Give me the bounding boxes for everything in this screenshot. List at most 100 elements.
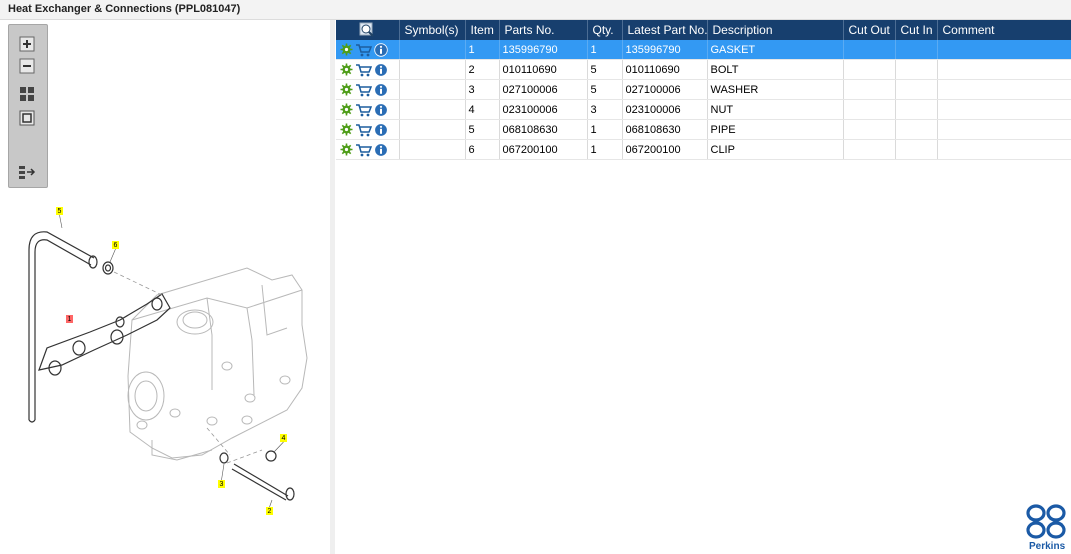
cell-actions: [336, 139, 400, 160]
cell-parts-no: 027100006: [499, 79, 588, 100]
cell-cut-out: [843, 59, 896, 80]
actual-size-button[interactable]: [18, 109, 36, 127]
list-arrow-icon: [19, 166, 36, 179]
col-header-search[interactable]: [336, 20, 400, 40]
cell-qty: 1: [587, 139, 623, 160]
info-icon[interactable]: [374, 62, 388, 77]
zoom-in-button[interactable]: [18, 35, 36, 53]
cell-symbols: [399, 119, 466, 140]
callout-2[interactable]: 1: [68, 316, 72, 323]
callout-3[interactable]: 4: [282, 435, 286, 442]
cell-qty: 3: [587, 99, 623, 120]
grid-icon: [20, 87, 34, 101]
toggle-list-button[interactable]: [18, 163, 36, 181]
grid-header-row: Symbol(s) Item Parts No. Qty. Latest Par…: [336, 20, 1071, 40]
cell-qty: 5: [587, 59, 623, 80]
gear-icon[interactable]: [340, 143, 353, 156]
cell-cut-out: [843, 99, 896, 120]
cell-comment: [937, 139, 1071, 160]
cell-cut-in: [895, 59, 938, 80]
cell-symbols: [399, 40, 466, 60]
cell-latest-part-no: 135996790: [622, 40, 708, 60]
gear-icon[interactable]: [340, 43, 353, 56]
table-row[interactable]: 2 010110690 5 010110690 BOLT: [336, 59, 1071, 80]
cart-icon[interactable]: [355, 63, 372, 77]
table-row[interactable]: 1 135996790 1 135996790 GASKET: [336, 40, 1071, 60]
cell-description: WASHER: [707, 79, 844, 100]
callout-5[interactable]: 2: [268, 508, 272, 515]
col-header-cut-out[interactable]: Cut Out: [843, 20, 896, 40]
cart-icon[interactable]: [355, 143, 372, 157]
col-header-comment[interactable]: Comment: [937, 20, 1071, 40]
cell-latest-part-no: 010110690: [622, 59, 708, 80]
exploded-parts-diagram[interactable]: 5 6 1 4 3 2: [2, 180, 328, 550]
gear-icon[interactable]: [340, 83, 353, 96]
cell-symbols: [399, 59, 466, 80]
callout-0[interactable]: 5: [58, 208, 62, 215]
zoom-toolbar: [8, 24, 48, 188]
table-row[interactable]: 5 068108630 1 068108630 PIPE: [336, 119, 1071, 140]
cell-item: 3: [465, 79, 500, 100]
cell-latest-part-no: 027100006: [622, 79, 708, 100]
callout-1[interactable]: 6: [114, 242, 118, 249]
cell-cut-out: [843, 119, 896, 140]
cell-comment: [937, 119, 1071, 140]
plus-icon: [19, 36, 35, 52]
cart-icon[interactable]: [355, 43, 372, 57]
table-row[interactable]: 3 027100006 5 027100006 WASHER: [336, 79, 1071, 100]
cell-cut-out: [843, 139, 896, 160]
callout-4[interactable]: 3: [220, 481, 224, 488]
cart-icon[interactable]: [355, 83, 372, 97]
cell-description: CLIP: [707, 139, 844, 160]
brand-name: Perkins: [1029, 541, 1066, 552]
col-header-item[interactable]: Item: [465, 20, 500, 40]
cell-description: NUT: [707, 99, 844, 120]
col-header-qty[interactable]: Qty.: [587, 20, 623, 40]
cell-cut-in: [895, 139, 938, 160]
gear-icon[interactable]: [340, 63, 353, 76]
zoom-out-button[interactable]: [18, 57, 36, 75]
cell-parts-no: 135996790: [499, 40, 588, 60]
cell-symbols: [399, 139, 466, 160]
col-header-description[interactable]: Description: [707, 20, 844, 40]
cell-comment: [937, 79, 1071, 100]
cell-item: 1: [465, 40, 500, 60]
cell-actions: [336, 119, 400, 140]
cell-item: 2: [465, 59, 500, 80]
cell-parts-no: 068108630: [499, 119, 588, 140]
cell-actions: [336, 59, 400, 80]
cart-icon[interactable]: [355, 123, 372, 137]
cell-symbols: [399, 79, 466, 100]
diagram-pane[interactable]: 5 6 1 4 3 2: [2, 20, 333, 554]
minus-icon: [19, 58, 35, 74]
cell-latest-part-no: 023100006: [622, 99, 708, 120]
cart-icon[interactable]: [355, 103, 372, 117]
cell-cut-out: [843, 79, 896, 100]
cell-qty: 1: [587, 40, 623, 60]
cell-description: GASKET: [707, 40, 844, 60]
col-header-cut-in[interactable]: Cut In: [895, 20, 938, 40]
col-header-symbols[interactable]: Symbol(s): [399, 20, 466, 40]
table-row[interactable]: 6 067200100 1 067200100 CLIP: [336, 139, 1071, 160]
window-title: Heat Exchanger & Connections (PPL081047): [8, 3, 241, 15]
window-title-bar: Heat Exchanger & Connections (PPL081047): [0, 0, 1071, 20]
cell-actions: [336, 99, 400, 120]
info-icon[interactable]: [374, 102, 388, 117]
gear-icon[interactable]: [340, 103, 353, 116]
info-icon[interactable]: [374, 42, 388, 57]
cell-latest-part-no: 067200100: [622, 139, 708, 160]
info-icon[interactable]: [374, 82, 388, 97]
col-header-parts-no[interactable]: Parts No.: [499, 20, 588, 40]
fit-grid-button[interactable]: [18, 85, 36, 103]
info-icon[interactable]: [374, 122, 388, 137]
cell-symbols: [399, 99, 466, 120]
table-row[interactable]: 4 023100006 3 023100006 NUT: [336, 99, 1071, 120]
col-header-latest-part-no[interactable]: Latest Part No.: [622, 20, 708, 40]
pane-splitter[interactable]: [330, 20, 335, 554]
info-icon[interactable]: [374, 142, 388, 157]
parts-grid: Symbol(s) Item Parts No. Qty. Latest Par…: [336, 20, 1071, 160]
gear-icon[interactable]: [340, 123, 353, 136]
cell-description: PIPE: [707, 119, 844, 140]
cell-description: BOLT: [707, 59, 844, 80]
cell-actions: [336, 40, 400, 60]
